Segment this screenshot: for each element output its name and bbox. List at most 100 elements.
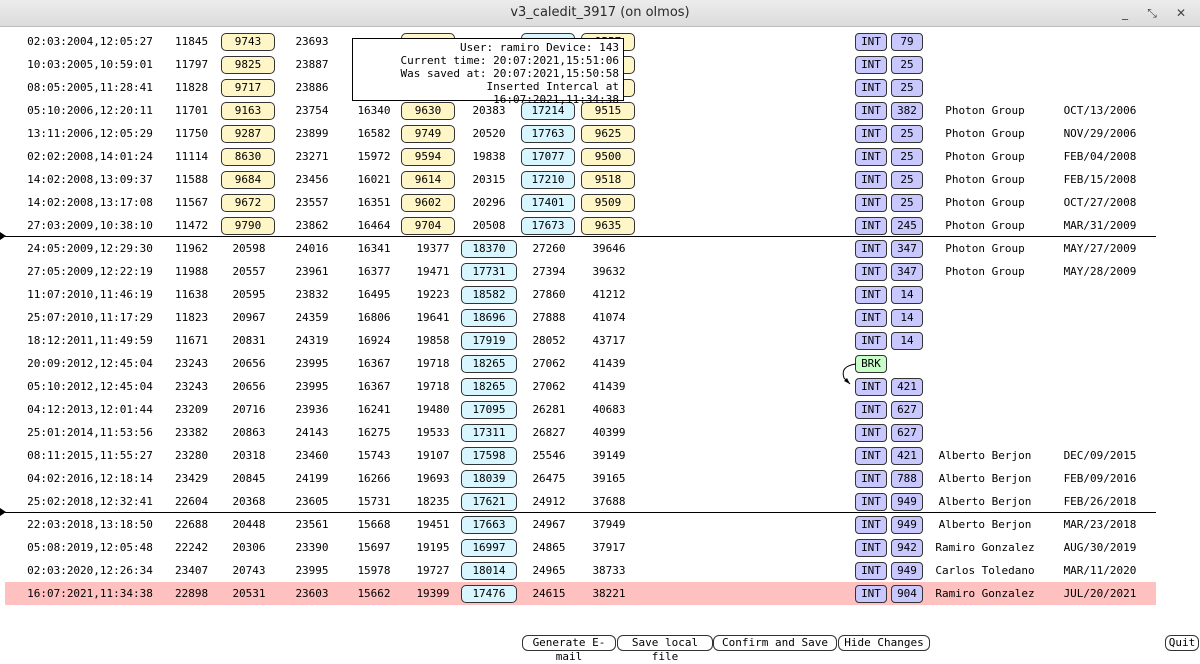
editable-value[interactable]: 9287 [221, 125, 275, 143]
editable-value[interactable]: 17401 [521, 194, 575, 212]
editable-value[interactable]: 18014 [461, 562, 517, 580]
editable-value[interactable]: 9635 [581, 217, 635, 235]
editable-value[interactable]: 9672 [221, 194, 275, 212]
editable-value[interactable]: 17919 [461, 332, 517, 350]
type-tag[interactable]: BRK [855, 355, 887, 373]
type-tag[interactable]: INT [855, 539, 887, 557]
editable-value[interactable]: 9717 [221, 79, 275, 97]
intercal-number[interactable]: 788 [891, 470, 923, 488]
editable-value[interactable]: 9790 [221, 217, 275, 235]
editable-value[interactable]: 17311 [461, 424, 517, 442]
editable-value[interactable]: 17598 [461, 447, 517, 465]
intercal-number[interactable]: 25 [891, 171, 923, 189]
save-local-file-button[interactable]: Save local file [617, 635, 713, 663]
quit-button[interactable]: Quit [1165, 635, 1199, 651]
type-tag[interactable]: INT [855, 424, 887, 442]
confirm-and-save-button[interactable]: Confirm and Save [713, 635, 837, 651]
intercal-number[interactable]: 382 [891, 102, 923, 120]
editable-value[interactable]: 17663 [461, 516, 517, 534]
type-tag[interactable]: INT [855, 562, 887, 580]
intercal-number[interactable]: 949 [891, 493, 923, 511]
intercal-number[interactable]: 25 [891, 56, 923, 74]
intercal-number[interactable]: 347 [891, 263, 923, 281]
close-icon[interactable]: ✕ [1175, 6, 1187, 20]
editable-value[interactable]: 9500 [581, 148, 635, 166]
editable-value[interactable]: 18370 [461, 240, 517, 258]
editable-value[interactable]: 9825 [221, 56, 275, 74]
hide-changes-button[interactable]: Hide Changes [838, 635, 930, 651]
editable-value[interactable]: 17210 [521, 171, 575, 189]
intercal-number[interactable]: 14 [891, 332, 923, 350]
type-tag[interactable]: INT [855, 240, 887, 258]
editable-value[interactable]: 9614 [401, 171, 455, 189]
type-tag[interactable]: INT [855, 263, 887, 281]
type-tag[interactable]: INT [855, 217, 887, 235]
editable-value[interactable]: 17476 [461, 585, 517, 603]
editable-value[interactable]: 9518 [581, 171, 635, 189]
editable-value[interactable]: 9704 [401, 217, 455, 235]
editable-value[interactable]: 17763 [521, 125, 575, 143]
type-tag[interactable]: INT [855, 56, 887, 74]
editable-value[interactable]: 9684 [221, 171, 275, 189]
editable-value[interactable]: 8630 [221, 148, 275, 166]
type-tag[interactable]: INT [855, 171, 887, 189]
intercal-number[interactable]: 14 [891, 286, 923, 304]
type-tag[interactable]: INT [855, 102, 887, 120]
editable-value[interactable]: 17621 [461, 493, 517, 511]
editable-value[interactable]: 9602 [401, 194, 455, 212]
editable-value[interactable]: 9625 [581, 125, 635, 143]
editable-value[interactable]: 9515 [581, 102, 635, 120]
intercal-number[interactable]: 627 [891, 401, 923, 419]
intercal-number[interactable]: 949 [891, 562, 923, 580]
intercal-number[interactable]: 79 [891, 33, 923, 51]
intercal-number[interactable]: 347 [891, 240, 923, 258]
intercal-number[interactable]: 904 [891, 585, 923, 603]
editable-value[interactable]: 17214 [521, 102, 575, 120]
intercal-number[interactable]: 14 [891, 309, 923, 327]
intercal-number[interactable]: 245 [891, 217, 923, 235]
editable-value[interactable]: 18696 [461, 309, 517, 327]
intercal-number[interactable]: 949 [891, 516, 923, 534]
editable-value[interactable]: 9594 [401, 148, 455, 166]
type-tag[interactable]: INT [855, 194, 887, 212]
type-tag[interactable]: INT [855, 401, 887, 419]
editable-value[interactable]: 18265 [461, 378, 517, 396]
type-tag[interactable]: INT [855, 332, 887, 350]
intercal-number[interactable]: 942 [891, 539, 923, 557]
type-tag[interactable]: INT [855, 516, 887, 534]
editable-value[interactable]: 17731 [461, 263, 517, 281]
intercal-number[interactable]: 421 [891, 378, 923, 396]
editable-value[interactable]: 9749 [401, 125, 455, 143]
type-tag[interactable]: INT [855, 470, 887, 488]
editable-value[interactable]: 18265 [461, 355, 517, 373]
editable-value[interactable]: 9163 [221, 102, 275, 120]
minimize-icon[interactable]: _ [1122, 6, 1128, 20]
restore-icon[interactable]: ⤡ [1147, 6, 1157, 20]
editable-value[interactable]: 9743 [221, 33, 275, 51]
editable-value[interactable]: 18039 [461, 470, 517, 488]
type-tag[interactable]: INT [855, 79, 887, 97]
type-tag[interactable]: INT [855, 447, 887, 465]
generate-email-button[interactable]: Generate E-mail [522, 635, 616, 663]
editable-value[interactable]: 9630 [401, 102, 455, 120]
editable-value[interactable]: 18582 [461, 286, 517, 304]
type-tag[interactable]: INT [855, 493, 887, 511]
type-tag[interactable]: INT [855, 148, 887, 166]
intercal-number[interactable]: 25 [891, 194, 923, 212]
type-tag[interactable]: INT [855, 378, 887, 396]
type-tag[interactable]: INT [855, 286, 887, 304]
editable-value[interactable]: 17095 [461, 401, 517, 419]
intercal-number[interactable]: 25 [891, 125, 923, 143]
editable-value[interactable]: 17673 [521, 217, 575, 235]
intercal-number[interactable]: 25 [891, 148, 923, 166]
type-tag[interactable]: INT [855, 125, 887, 143]
editable-value[interactable]: 9509 [581, 194, 635, 212]
type-tag[interactable]: INT [855, 585, 887, 603]
type-tag[interactable]: INT [855, 33, 887, 51]
type-tag[interactable]: INT [855, 309, 887, 327]
editable-value[interactable]: 17077 [521, 148, 575, 166]
intercal-number[interactable]: 25 [891, 79, 923, 97]
editable-value[interactable]: 16997 [461, 539, 517, 557]
intercal-number[interactable]: 421 [891, 447, 923, 465]
intercal-number[interactable]: 627 [891, 424, 923, 442]
